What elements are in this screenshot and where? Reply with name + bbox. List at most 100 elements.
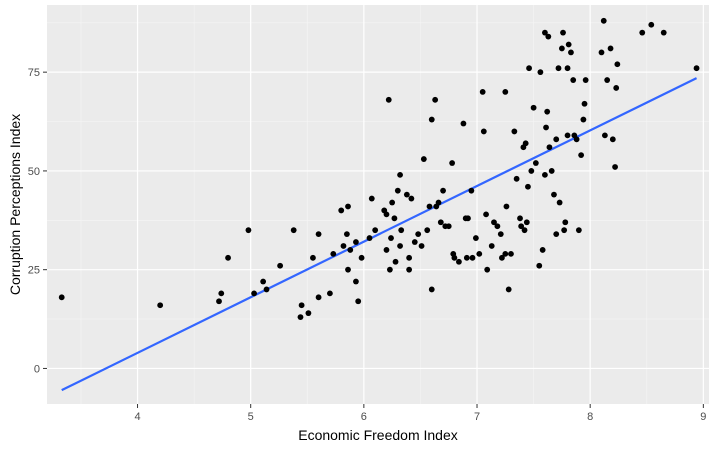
data-point — [581, 100, 588, 107]
data-point — [580, 116, 587, 123]
data-point — [277, 262, 284, 269]
data-point — [521, 227, 528, 234]
data-point — [476, 250, 483, 257]
data-point — [553, 136, 560, 143]
data-point — [518, 223, 525, 230]
data-point — [353, 239, 359, 245]
data-point — [392, 258, 399, 265]
data-point — [372, 227, 379, 234]
data-point — [411, 239, 418, 245]
data-point — [415, 231, 422, 238]
data-point — [503, 203, 510, 210]
data-point — [555, 65, 562, 72]
data-point — [612, 164, 618, 170]
data-point — [545, 33, 552, 40]
data-point — [245, 227, 252, 234]
data-point — [522, 140, 529, 147]
data-point — [565, 41, 572, 48]
data-point — [310, 254, 316, 261]
data-point — [539, 247, 546, 253]
minor-gridlines — [47, 5, 709, 404]
data-point — [290, 227, 297, 234]
data-point — [604, 77, 611, 83]
data-point — [648, 21, 655, 28]
data-point — [508, 250, 514, 257]
data-point — [397, 171, 403, 178]
x-tick-label: 4 — [134, 411, 140, 423]
data-point — [251, 290, 257, 297]
data-point — [469, 254, 476, 261]
data-point — [391, 215, 398, 222]
data-point — [513, 175, 520, 182]
data-point — [568, 49, 574, 56]
data-point — [542, 29, 548, 36]
data-point — [578, 152, 585, 159]
data-point — [575, 227, 582, 234]
data-point — [598, 49, 605, 56]
data-point — [58, 294, 65, 301]
data-point — [383, 211, 390, 218]
data-point — [263, 286, 270, 293]
data-point — [386, 266, 393, 273]
data-point — [260, 278, 267, 285]
data-point — [389, 199, 396, 206]
x-tick-label: 7 — [474, 411, 480, 423]
data-point — [497, 231, 504, 238]
trend-line — [61, 77, 698, 392]
data-point — [544, 108, 551, 115]
data-point — [426, 203, 433, 210]
data-point — [449, 160, 456, 166]
data-point — [480, 128, 487, 135]
plot-panel — [47, 5, 709, 404]
data-point — [551, 191, 557, 198]
data-point — [463, 254, 470, 261]
data-point — [660, 29, 667, 36]
data-point — [385, 96, 392, 103]
data-point — [526, 65, 532, 72]
data-point — [456, 258, 462, 265]
data-point — [543, 124, 549, 131]
data-point — [639, 29, 646, 36]
data-point — [505, 286, 512, 293]
data-point — [383, 247, 390, 253]
data-point — [347, 247, 354, 253]
data-point — [494, 223, 501, 230]
data-point — [403, 191, 410, 198]
data-point — [561, 227, 568, 234]
x-axis: 4 5 6 7 8 9 — [134, 404, 706, 423]
data-point — [355, 298, 362, 305]
data-point — [327, 290, 333, 297]
trend-line-group — [61, 77, 698, 392]
data-point — [424, 227, 431, 234]
data-point — [542, 171, 548, 178]
data-point — [338, 207, 345, 214]
data-point — [532, 160, 539, 166]
data-point — [488, 243, 495, 249]
data-point — [468, 187, 475, 194]
data-point — [315, 231, 322, 238]
data-point — [560, 29, 566, 36]
data-point — [418, 243, 425, 249]
data-point — [582, 77, 589, 83]
data-point — [445, 223, 452, 230]
data-point — [225, 254, 231, 261]
y-axis: 0 25 50 75 — [28, 67, 47, 375]
data-point — [484, 266, 491, 273]
data-point — [546, 144, 553, 151]
data-point — [388, 235, 394, 241]
data-point — [394, 187, 401, 194]
data-point — [573, 136, 580, 143]
data-point — [536, 262, 543, 269]
data-point — [564, 65, 571, 72]
data-point — [556, 199, 563, 206]
data-point — [607, 45, 614, 52]
data-point — [600, 17, 607, 24]
data-point — [398, 227, 405, 234]
data-point — [553, 231, 560, 238]
data-point — [297, 314, 304, 320]
data-point — [502, 250, 509, 257]
data-point — [340, 243, 347, 249]
data-point — [523, 219, 530, 226]
data-point — [440, 187, 446, 194]
